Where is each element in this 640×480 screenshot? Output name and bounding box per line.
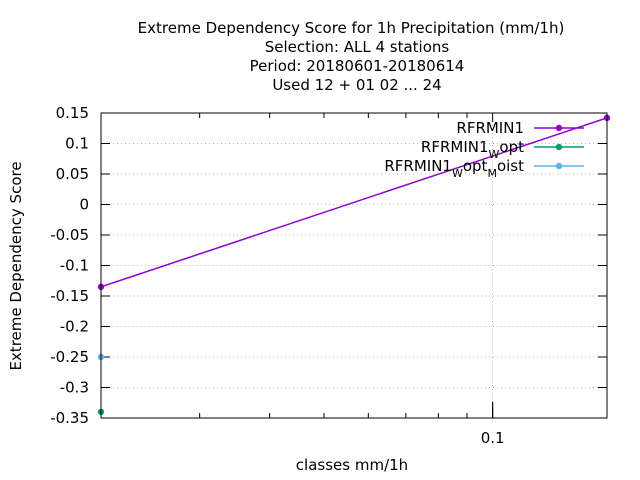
chart-title-line-3: Period: 20180601-20180614 xyxy=(250,57,465,75)
y-tick-label: -0.2 xyxy=(60,318,89,336)
legend-label: RFRMIN1 xyxy=(456,119,524,137)
plot-series xyxy=(97,114,611,416)
y-tick-label: -0.05 xyxy=(50,226,89,244)
y-tick-label: 0.15 xyxy=(56,104,89,122)
y-tick-label: 0.05 xyxy=(56,165,89,183)
chart-title-line-2: Selection: ALL 4 stations xyxy=(265,38,450,56)
legend-label: RFRMIN1Wopt xyxy=(421,138,524,161)
y-tick-label: -0.1 xyxy=(60,257,89,275)
legend-entry-2: RFRMIN1Wopt xyxy=(421,138,584,161)
grid xyxy=(101,112,607,419)
y-tick-label: 0.1 xyxy=(65,135,89,153)
y-axis-label: Extreme Dependency Score xyxy=(7,161,25,370)
plot-frame xyxy=(100,112,608,419)
legend-marker xyxy=(555,124,563,132)
y-tick-label: -0.35 xyxy=(50,409,89,427)
y-tick-label: -0.15 xyxy=(50,287,89,305)
y-tick-label: 0 xyxy=(79,196,89,214)
chart-title: Extreme Dependency Score for 1h Precipit… xyxy=(138,19,565,94)
x-axis-label: classes mm/1h xyxy=(296,456,408,474)
chart-title-line-4: Used 12 + 01 02 ... 24 xyxy=(272,76,441,94)
legend-marker xyxy=(555,143,563,151)
y-tick-label: -0.3 xyxy=(60,379,89,397)
legend-label: RFRMIN1WoptMoist xyxy=(384,157,524,180)
axis-ticks: 0.15 0.1 0.05 0 -0.05 -0.1 -0.15 -0.2 -0.25 -0.3 -… xyxy=(50,104,607,447)
x-tick-label: 0.1 xyxy=(481,429,505,447)
legend-entry-1: RFRMIN1 xyxy=(456,119,584,137)
legend-marker xyxy=(555,162,563,170)
series-line xyxy=(100,117,608,288)
series-1 xyxy=(97,114,611,291)
legend-entry-3: RFRMIN1WoptMoist xyxy=(384,157,584,180)
y-tick-label: -0.25 xyxy=(50,348,89,366)
chart-title-line-1: Extreme Dependency Score for 1h Precipit… xyxy=(138,19,565,37)
